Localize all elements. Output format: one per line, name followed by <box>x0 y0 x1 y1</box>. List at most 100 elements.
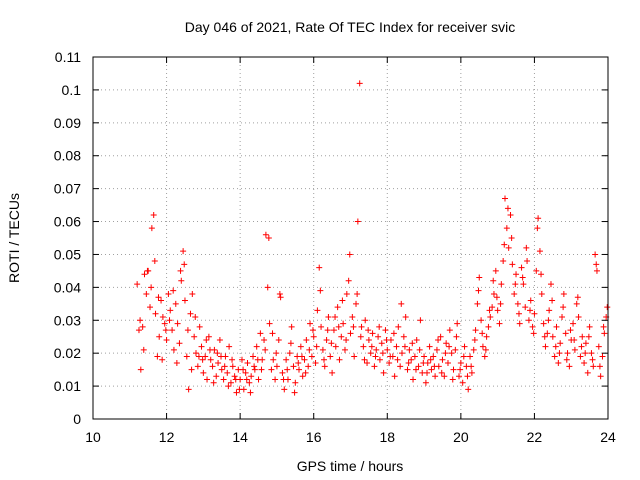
data-point <box>559 313 566 320</box>
data-point <box>604 304 611 311</box>
data-point <box>365 337 372 344</box>
data-point <box>395 323 402 330</box>
data-point <box>446 327 453 334</box>
data-point <box>220 376 227 383</box>
y-tick-label: 0.02 <box>54 345 81 361</box>
data-point <box>579 333 586 340</box>
x-tick-label: 22 <box>527 429 543 445</box>
data-point <box>152 310 159 317</box>
data-point <box>384 346 391 353</box>
data-point <box>276 290 283 297</box>
data-point <box>541 333 548 340</box>
y-tick-label: 0.09 <box>54 115 81 131</box>
data-point <box>181 297 188 304</box>
data-point <box>538 271 545 278</box>
data-point <box>163 337 170 344</box>
data-point <box>544 330 551 337</box>
data-point <box>508 235 515 241</box>
data-point <box>535 215 542 222</box>
data-point <box>224 369 231 376</box>
data-point <box>553 323 560 330</box>
data-point <box>575 313 582 320</box>
data-point <box>265 235 272 241</box>
data-point <box>581 360 588 367</box>
data-point <box>570 320 577 327</box>
data-point <box>273 350 280 357</box>
data-point <box>401 343 408 350</box>
data-point <box>416 346 423 353</box>
data-point <box>248 373 255 380</box>
data-point <box>193 350 199 357</box>
data-point <box>597 373 604 380</box>
data-point <box>393 343 400 350</box>
data-point <box>351 353 358 360</box>
data-point <box>151 258 158 265</box>
data-point <box>513 271 520 278</box>
data-point <box>180 248 187 255</box>
data-point <box>170 287 177 294</box>
plot-frame <box>92 56 609 420</box>
data-point <box>262 346 269 353</box>
data-point <box>474 300 481 307</box>
y-tick-label: 0.06 <box>54 214 81 230</box>
x-tick-label: 20 <box>453 429 469 445</box>
data-point <box>574 294 581 301</box>
data-point <box>316 264 323 271</box>
data-point <box>571 337 578 344</box>
data-point <box>406 346 413 353</box>
data-point <box>205 333 212 340</box>
data-point <box>254 356 261 363</box>
data-point <box>503 225 510 232</box>
data-point <box>338 333 345 340</box>
data-point <box>246 379 253 386</box>
data-point <box>482 346 489 353</box>
data-point <box>215 360 222 367</box>
data-point <box>551 353 558 360</box>
data-point <box>207 356 214 363</box>
data-point <box>408 356 415 363</box>
y-tick-label: 0.07 <box>54 181 81 197</box>
data-point <box>148 225 155 232</box>
data-point <box>209 363 216 370</box>
data-point <box>178 277 185 284</box>
data-point <box>354 218 361 225</box>
data-point <box>555 360 562 367</box>
data-point <box>287 340 294 347</box>
data-point <box>428 366 435 373</box>
data-point <box>288 323 295 330</box>
data-point <box>292 379 299 386</box>
data-point <box>595 343 602 350</box>
data-point <box>323 337 330 344</box>
data-point <box>582 340 589 347</box>
data-point <box>560 290 567 297</box>
data-point <box>386 360 393 367</box>
data-point <box>398 300 405 307</box>
data-point <box>596 363 603 370</box>
data-point <box>439 356 446 363</box>
data-point <box>196 323 203 330</box>
data-point <box>453 333 460 340</box>
data-point <box>372 353 379 360</box>
data-point <box>317 287 324 294</box>
data-point <box>310 333 317 340</box>
data-point <box>404 366 411 373</box>
data-point <box>296 366 302 373</box>
data-point <box>523 244 530 251</box>
data-point <box>379 350 386 357</box>
data-point <box>242 369 249 376</box>
data-point <box>527 297 534 304</box>
data-point <box>540 320 547 327</box>
data-point <box>479 343 486 350</box>
data-point <box>350 323 357 330</box>
data-point <box>564 350 571 357</box>
data-point <box>454 320 461 327</box>
data-point <box>226 343 233 350</box>
data-point <box>442 350 449 357</box>
data-point <box>199 356 206 363</box>
data-point <box>216 337 223 344</box>
x-tick-label: 14 <box>232 429 248 445</box>
data-point <box>233 389 240 396</box>
data-point <box>141 271 148 278</box>
data-point <box>490 277 497 284</box>
data-point <box>485 323 492 330</box>
